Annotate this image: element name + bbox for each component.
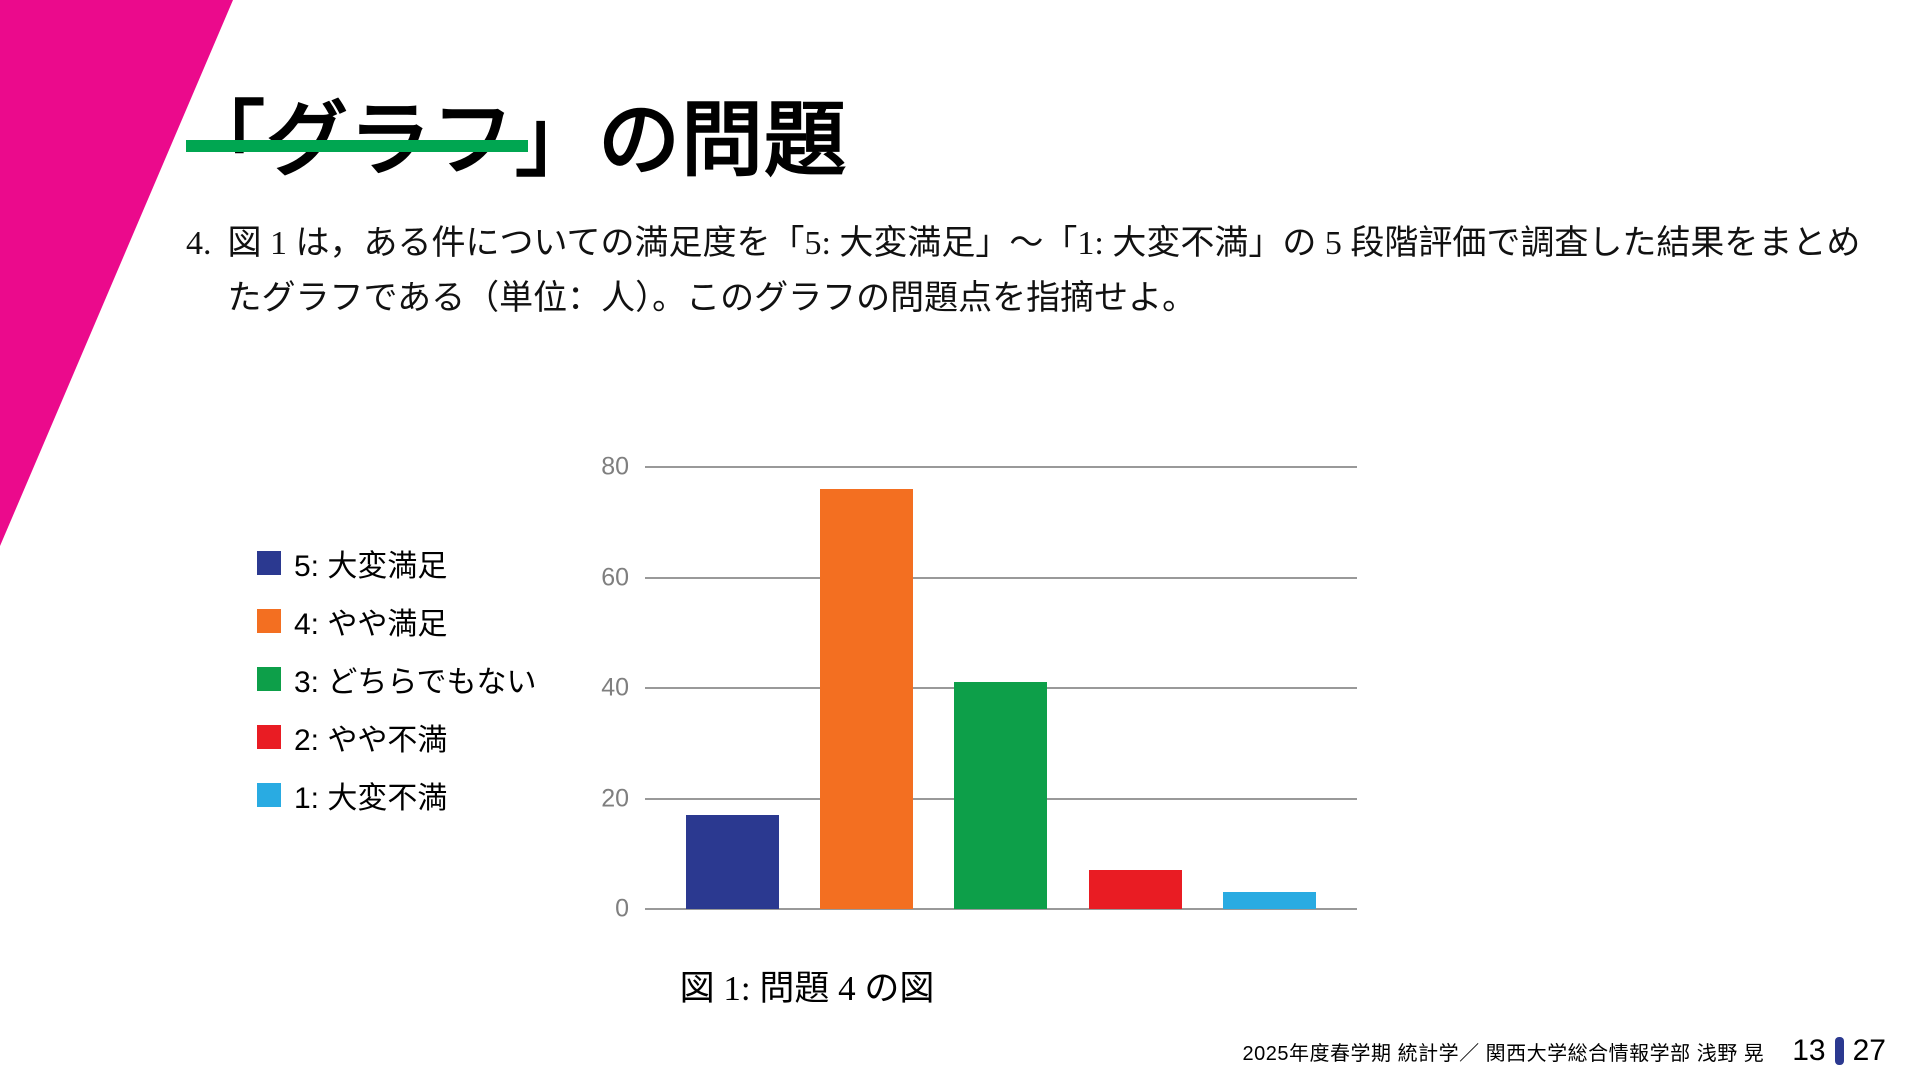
legend-swatch-icon xyxy=(257,782,281,807)
bars xyxy=(645,467,1357,909)
page-number-current: 13 xyxy=(1792,1034,1826,1067)
slide-title: 「グラフ」の問題 xyxy=(183,73,847,192)
chart-plot-area xyxy=(645,466,1357,910)
y-axis-tick-label: 60 xyxy=(601,563,629,591)
gridline xyxy=(645,576,1357,579)
y-axis-tick-label: 80 xyxy=(601,452,629,481)
bar xyxy=(820,489,914,909)
legend-item: 1: 大変不満 xyxy=(257,778,536,815)
y-axis-tick-label: 0 xyxy=(615,894,629,923)
legend-swatch-icon xyxy=(257,550,281,575)
legend-item: 4: やや満足 xyxy=(257,604,536,641)
legend-swatch-icon xyxy=(257,724,281,749)
gridline xyxy=(645,908,1357,910)
chart-legend: 5: 大変満足 4: やや満足 3: どちらでもない 2: やや不満 1: 大変不満 xyxy=(257,546,536,836)
legend-label: 5: 大変満足 xyxy=(294,549,448,583)
legend-swatch-icon xyxy=(257,666,281,691)
problem-statement: 4. 図 1 は，ある件についての満足度を「5: 大変満足」〜「1: 大変不満」… xyxy=(186,216,1878,326)
legend-label: 2: やや不満 xyxy=(294,723,448,757)
legend-swatch-icon xyxy=(257,608,281,633)
bar xyxy=(1222,892,1316,909)
bar xyxy=(686,815,780,909)
page-number-total: 27 xyxy=(1852,1034,1886,1067)
title-underline xyxy=(186,140,528,152)
footer: 2025年度春学期 統計学／ 関西大学総合情報学部 浅野 晃 13 27 xyxy=(1243,1036,1886,1066)
bar xyxy=(954,682,1048,909)
legend-item: 5: 大変満足 xyxy=(257,546,536,583)
gridline xyxy=(645,466,1357,468)
legend-label: 1: 大変不満 xyxy=(294,781,448,815)
legend-label: 4: やや満足 xyxy=(294,607,448,641)
figure-caption: 図 1: 問題 4 の図 xyxy=(679,969,935,1008)
legend-item: 3: どちらでもない xyxy=(257,662,536,699)
course-info: 2025年度春学期 統計学／ 関西大学総合情報学部 浅野 晃 xyxy=(1242,1042,1765,1065)
bar xyxy=(1088,870,1182,909)
y-axis-tick-label: 40 xyxy=(601,673,629,702)
legend-item: 2: やや不満 xyxy=(257,720,536,757)
problem-item-number: 4. xyxy=(186,225,212,262)
legend-label: 3: どちらでもない xyxy=(294,665,537,699)
problem-item-text: 図 1 は，ある件についての満足度を「5: 大変満足」〜「1: 大変不満」の 5… xyxy=(227,225,1861,318)
y-axis: 0 20 40 60 80 xyxy=(545,454,629,921)
y-axis-tick-label: 20 xyxy=(601,784,629,812)
page-divider-bar xyxy=(1834,1037,1844,1065)
